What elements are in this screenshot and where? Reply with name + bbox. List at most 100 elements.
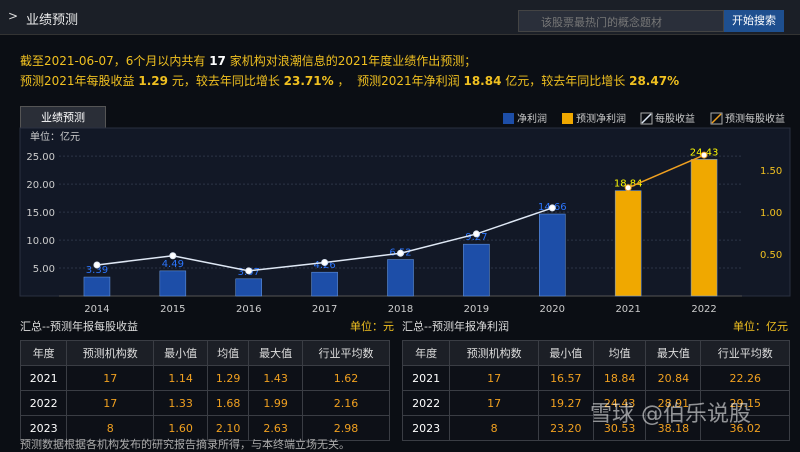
table-cell: 17 (449, 390, 539, 416)
table-cell: 29.15 (700, 390, 790, 416)
table-cell: 23.20 (537, 415, 594, 441)
legend-swatch (640, 112, 653, 125)
summary-line: 截至2021-06-07，6个月以内共有 17 家机构对浪潮信息的2021年度业… (20, 52, 480, 69)
point (624, 184, 632, 192)
point (397, 249, 404, 257)
table-title: 汇总--预测年报每股收益 (20, 320, 138, 333)
table-cell: 22.26 (700, 365, 790, 391)
data-label: 4.49 (162, 259, 184, 270)
table-row: 2022 17 19.27 24.43 28.91 29.15 (401, 390, 790, 416)
table-cell: 38.18 (645, 415, 702, 441)
search-button[interactable]: 开始搜索 (724, 10, 784, 32)
bar (539, 213, 566, 297)
summary-text: 家机构对浪潮信息的2021年度业绩作出预测； (229, 54, 477, 68)
summary-text: ， 预测2021年净利润 (337, 74, 460, 88)
table-unit: 单位：元 (350, 320, 394, 333)
search-box[interactable]: 该股票最热门的概念题材 (518, 10, 724, 32)
table-cell: 1.43 (248, 365, 304, 391)
table-cell: 18.84 (592, 365, 647, 391)
x-tick-label: 2014 (84, 304, 109, 315)
column-header: 年度 (19, 340, 68, 366)
y2-tick-label: 1.00 (760, 208, 782, 219)
legend-swatch (503, 113, 514, 124)
column-header: 最大值 (248, 340, 304, 366)
data-label: 3.39 (86, 265, 108, 276)
y-tick-label: 20.00 (26, 180, 55, 191)
watermark: 雪球 @伯乐说股 (590, 402, 751, 427)
point (245, 267, 253, 275)
bar (83, 276, 111, 297)
table-row: 2023 8 23.20 30.53 38.18 36.02 (401, 415, 790, 441)
summary-text: 预测2021年每股收益 (20, 74, 135, 88)
x-tick-label: 2017 (312, 304, 337, 315)
column-header: 行业平均数 (302, 340, 390, 366)
profit-table: 年度 预测机构数 最小值 均值 最大值 行业平均数 2021 17 16.57 18.84 20.8… (401, 340, 790, 441)
table-row: 2021 17 16.57 18.84 20.84 22.26 (401, 365, 790, 391)
table-cell: 16.57 (537, 365, 594, 391)
table-cell: 8 (449, 415, 539, 441)
bar (690, 159, 718, 297)
legend-label: 预测每股收益 (725, 112, 785, 125)
bar (387, 259, 414, 297)
column-header: 最小值 (153, 340, 209, 366)
legend-label: 净利润 (517, 112, 547, 125)
point (93, 261, 101, 269)
table-unit: 单位：亿元 (733, 320, 788, 333)
table-row: 2021 17 1.14 1.29 1.43 1.62 (19, 365, 390, 391)
summary-text: 亿元，较去年同比增长 (505, 74, 626, 88)
y-unit: 单位：亿元 (30, 130, 80, 143)
y-tick-label: 10.00 (26, 236, 55, 247)
point (169, 252, 177, 260)
table-row: 2023 8 1.60 2.10 2.63 2.98 (19, 415, 390, 441)
table-cell: 2.63 (248, 415, 304, 441)
table-cell: 17 (66, 390, 155, 416)
header-row: 年度 预测机构数 最小值 均值 最大值 行业平均数 (19, 340, 390, 366)
column-header: 年度 (401, 340, 451, 366)
y-tick-label: 15.00 (26, 208, 55, 219)
chart: 单位：亿元 5.00 10.00 15.00 20.00 25.00 0.50 1.00 1.5… (19, 112, 791, 315)
search-placeholder: 该股票最热门的概念题材 (541, 16, 662, 29)
summary-value: 23.71% (283, 74, 334, 88)
x-tick-label: 2019 (464, 304, 489, 315)
table-cell: 2023 (401, 415, 451, 441)
header-title: 业绩预测 (26, 13, 79, 28)
table-cell: 20.84 (645, 365, 702, 391)
legend-swatch (641, 113, 652, 124)
x-tick-label: 2015 (160, 304, 185, 315)
legend-swatch (562, 113, 573, 124)
line (627, 154, 705, 189)
point (700, 151, 708, 159)
bar (463, 243, 490, 297)
legend-label: 每股收益 (655, 112, 695, 125)
table-cell: 30.53 (592, 415, 647, 441)
summary-value: 18.84 (463, 74, 502, 88)
header: > 业绩预测 该股票最热门的概念题材 开始搜索 (0, 0, 800, 35)
column-header: 最大值 (645, 340, 702, 366)
tab[interactable]: 业绩预测 (20, 106, 106, 130)
table-title: 汇总--预测年报净利润 (402, 320, 509, 333)
y-tick-label: 5.00 (33, 264, 55, 275)
x-tick-label: 2018 (388, 304, 413, 315)
table-row: 2022 17 1.33 1.68 1.99 2.16 (19, 390, 390, 416)
arrow: > (8, 9, 19, 23)
summary-value: 17 (209, 54, 226, 68)
table-cell: 2023 (19, 415, 68, 441)
bar (235, 278, 262, 297)
point (548, 204, 556, 212)
y2-tick-label: 0.50 (760, 250, 782, 261)
bar (159, 270, 187, 297)
column-header: 预测机构数 (66, 340, 155, 366)
x-tick-label: 2021 (615, 304, 640, 315)
table-cell: 2.98 (302, 415, 390, 441)
table-cell: 1.68 (207, 390, 250, 416)
y-tick-label: 25.00 (26, 152, 55, 163)
legend-swatch (710, 112, 723, 125)
table-cell: 2.16 (302, 390, 390, 416)
table-cell: 36.02 (700, 415, 790, 441)
column-header: 均值 (592, 340, 647, 366)
table-cell: 17 (66, 365, 155, 391)
table-cell: 2022 (19, 390, 68, 416)
bar (614, 190, 642, 297)
bar (311, 271, 338, 297)
